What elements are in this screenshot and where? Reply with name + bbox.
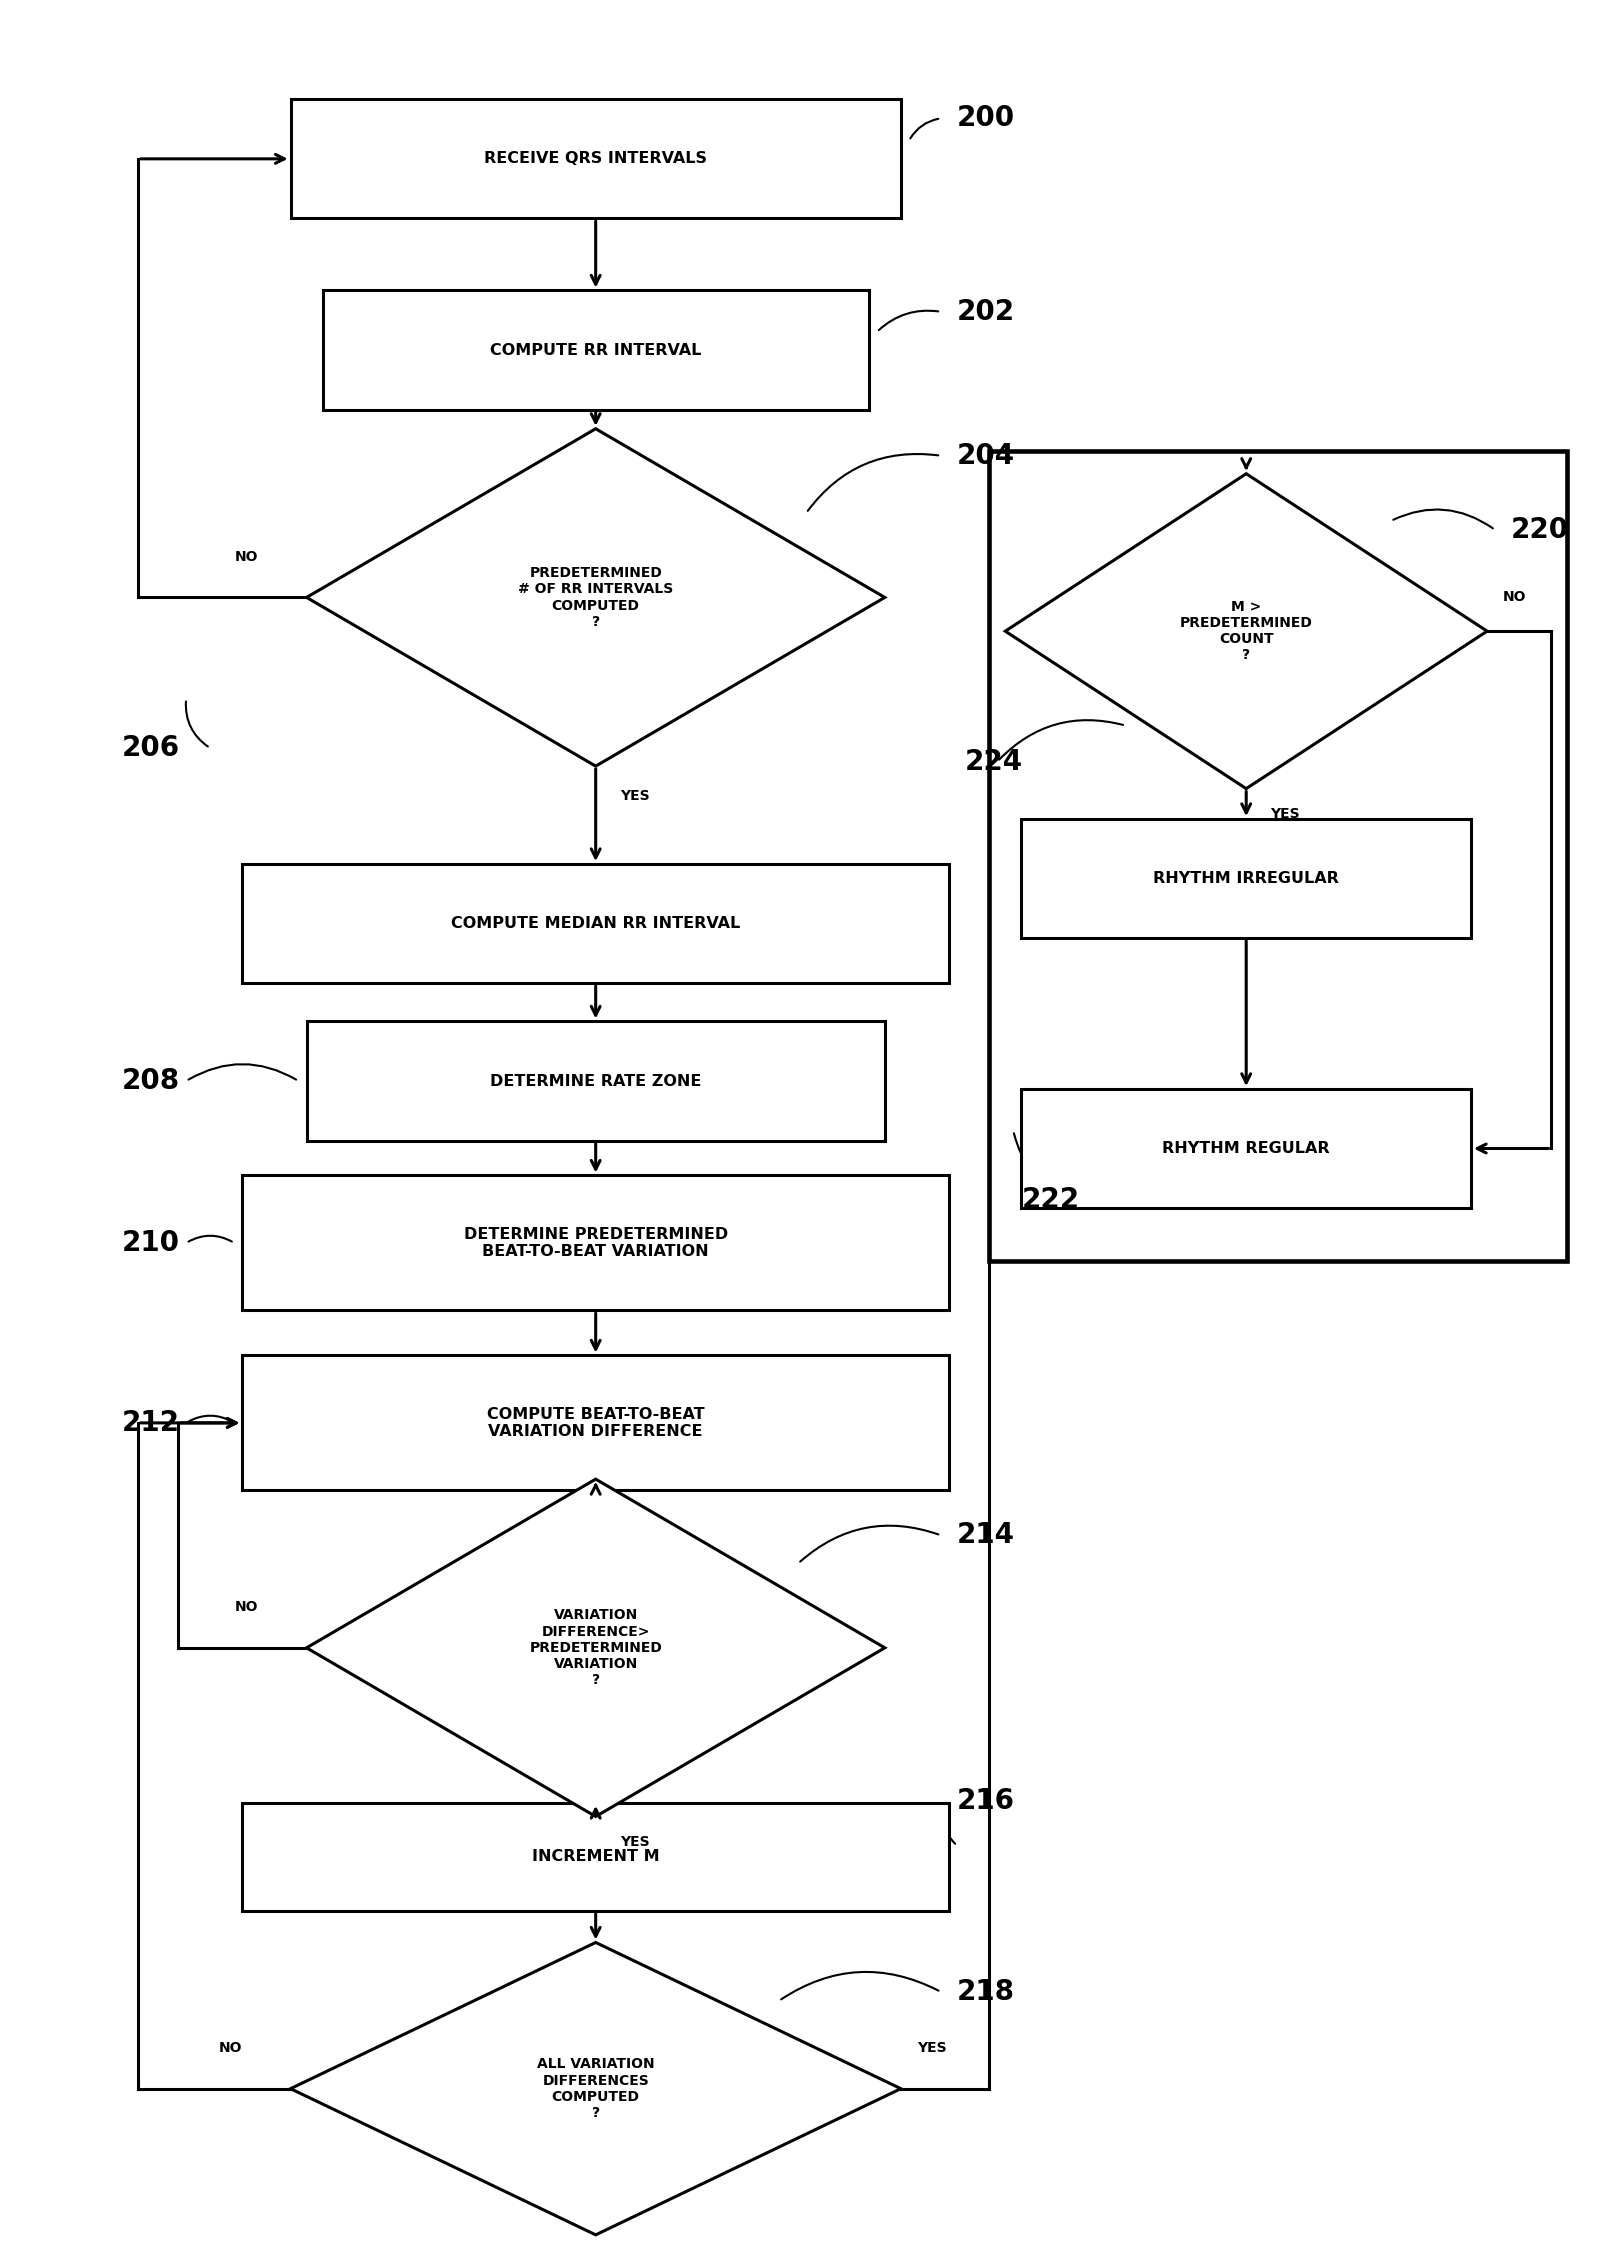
Polygon shape — [307, 428, 885, 766]
Text: 210: 210 — [122, 1230, 180, 1257]
Text: 206: 206 — [122, 734, 180, 761]
Text: COMPUTE RR INTERVAL: COMPUTE RR INTERVAL — [491, 342, 702, 358]
Text: RHYTHM IRREGULAR: RHYTHM IRREGULAR — [1154, 872, 1339, 885]
FancyBboxPatch shape — [990, 450, 1567, 1261]
FancyBboxPatch shape — [243, 865, 949, 984]
Text: VARIATION
DIFFERENCE>
PREDETERMINED
VARIATION
?: VARIATION DIFFERENCE> PREDETERMINED VARI… — [529, 1608, 663, 1687]
Text: NO: NO — [219, 2040, 243, 2056]
Polygon shape — [1006, 473, 1487, 788]
Text: COMPUTE BEAT-TO-BEAT
VARIATION DIFFERENCE: COMPUTE BEAT-TO-BEAT VARIATION DIFFERENC… — [488, 1408, 705, 1439]
Polygon shape — [291, 1943, 901, 2234]
FancyBboxPatch shape — [243, 1356, 949, 1491]
Text: 202: 202 — [957, 297, 1015, 327]
Text: YES: YES — [1270, 806, 1300, 820]
FancyBboxPatch shape — [1022, 1090, 1471, 1207]
FancyBboxPatch shape — [291, 99, 901, 218]
Text: DETERMINE RATE ZONE: DETERMINE RATE ZONE — [491, 1074, 702, 1088]
Text: NO: NO — [1503, 590, 1527, 604]
Text: 208: 208 — [122, 1067, 180, 1094]
Text: YES: YES — [619, 788, 650, 802]
Text: YES: YES — [619, 1835, 650, 1849]
Text: 220: 220 — [1511, 516, 1569, 545]
Text: 200: 200 — [957, 104, 1015, 133]
Text: ALL VARIATION
DIFFERENCES
COMPUTED
?: ALL VARIATION DIFFERENCES COMPUTED ? — [537, 2058, 655, 2119]
Text: RHYTHM REGULAR: RHYTHM REGULAR — [1162, 1142, 1331, 1155]
FancyBboxPatch shape — [243, 1804, 949, 1912]
Text: NO: NO — [235, 1601, 259, 1615]
Text: 204: 204 — [957, 441, 1015, 471]
Text: 216: 216 — [957, 1786, 1015, 1815]
FancyBboxPatch shape — [243, 1176, 949, 1311]
FancyBboxPatch shape — [323, 291, 869, 410]
Text: 218: 218 — [957, 1977, 1015, 2007]
Text: INCREMENT M: INCREMENT M — [533, 1849, 660, 1865]
Polygon shape — [307, 1480, 885, 1817]
Text: RECEIVE QRS INTERVALS: RECEIVE QRS INTERVALS — [484, 151, 708, 167]
FancyBboxPatch shape — [307, 1022, 885, 1140]
Text: 222: 222 — [1022, 1187, 1080, 1214]
Text: 214: 214 — [957, 1522, 1015, 1549]
FancyBboxPatch shape — [1022, 820, 1471, 939]
Text: M >
PREDETERMINED
COUNT
?: M > PREDETERMINED COUNT ? — [1179, 599, 1313, 662]
Text: DETERMINE PREDETERMINED
BEAT-TO-BEAT VARIATION: DETERMINE PREDETERMINED BEAT-TO-BEAT VAR… — [463, 1227, 727, 1259]
Text: YES: YES — [917, 2040, 946, 2056]
Text: NO: NO — [235, 549, 259, 563]
Text: COMPUTE MEDIAN RR INTERVAL: COMPUTE MEDIAN RR INTERVAL — [451, 917, 740, 930]
Text: PREDETERMINED
# OF RR INTERVALS
COMPUTED
?: PREDETERMINED # OF RR INTERVALS COMPUTED… — [518, 565, 673, 628]
Text: 212: 212 — [122, 1410, 180, 1437]
Text: 224: 224 — [965, 748, 1023, 775]
